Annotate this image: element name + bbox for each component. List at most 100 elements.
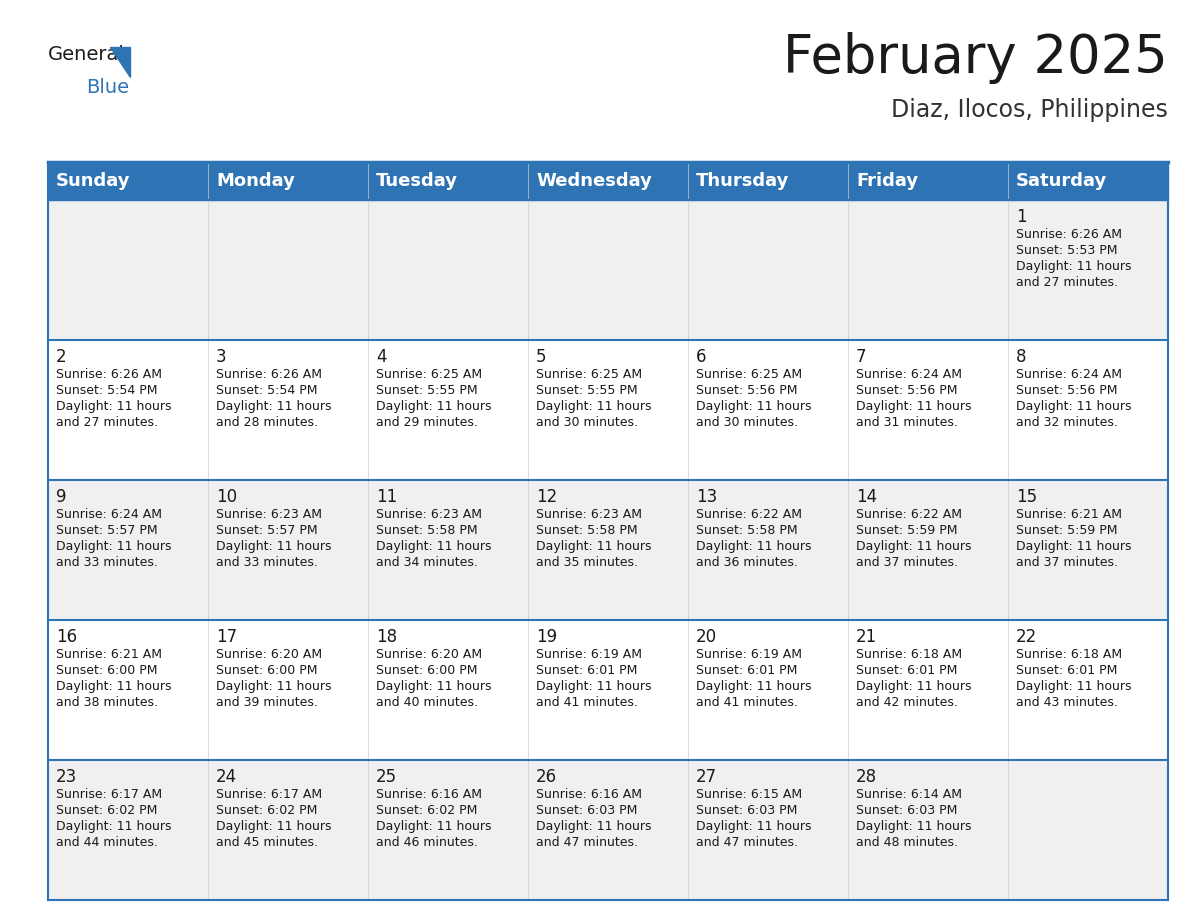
- Text: Daylight: 11 hours: Daylight: 11 hours: [375, 680, 492, 693]
- Text: 19: 19: [536, 628, 557, 646]
- Text: Sunrise: 6:24 AM: Sunrise: 6:24 AM: [56, 508, 162, 521]
- Text: and 33 minutes.: and 33 minutes.: [216, 556, 318, 569]
- Bar: [1007, 162, 1168, 200]
- Text: Daylight: 11 hours: Daylight: 11 hours: [536, 820, 651, 833]
- Text: Blue: Blue: [86, 78, 129, 97]
- Text: Sunrise: 6:18 AM: Sunrise: 6:18 AM: [857, 648, 962, 661]
- Text: and 30 minutes.: and 30 minutes.: [536, 416, 638, 429]
- Text: 13: 13: [696, 488, 718, 506]
- Text: Daylight: 11 hours: Daylight: 11 hours: [375, 540, 492, 553]
- Bar: [368, 620, 527, 760]
- Text: Daylight: 11 hours: Daylight: 11 hours: [375, 400, 492, 413]
- Text: Saturday: Saturday: [1016, 172, 1107, 190]
- Text: 16: 16: [56, 628, 77, 646]
- Text: 23: 23: [56, 768, 77, 786]
- Bar: [848, 760, 1007, 900]
- Text: Daylight: 11 hours: Daylight: 11 hours: [56, 540, 171, 553]
- Text: and 34 minutes.: and 34 minutes.: [375, 556, 478, 569]
- Text: Sunset: 5:58 PM: Sunset: 5:58 PM: [375, 524, 478, 537]
- Text: Daylight: 11 hours: Daylight: 11 hours: [857, 680, 972, 693]
- Text: 15: 15: [1016, 488, 1037, 506]
- Bar: [1007, 200, 1168, 340]
- Text: Sunset: 5:57 PM: Sunset: 5:57 PM: [216, 524, 317, 537]
- Text: Sunrise: 6:23 AM: Sunrise: 6:23 AM: [536, 508, 642, 521]
- Bar: [368, 162, 527, 200]
- Text: Sunset: 5:53 PM: Sunset: 5:53 PM: [1016, 244, 1118, 257]
- Text: Sunrise: 6:26 AM: Sunrise: 6:26 AM: [56, 368, 162, 381]
- Text: and 44 minutes.: and 44 minutes.: [56, 836, 158, 849]
- Text: Sunset: 5:56 PM: Sunset: 5:56 PM: [857, 384, 958, 397]
- Text: and 45 minutes.: and 45 minutes.: [216, 836, 318, 849]
- Text: Sunset: 5:58 PM: Sunset: 5:58 PM: [696, 524, 797, 537]
- Bar: [1007, 340, 1168, 480]
- Text: Sunrise: 6:20 AM: Sunrise: 6:20 AM: [216, 648, 322, 661]
- Text: Sunset: 6:02 PM: Sunset: 6:02 PM: [216, 804, 317, 817]
- Text: 18: 18: [375, 628, 397, 646]
- Bar: [527, 340, 688, 480]
- Text: and 29 minutes.: and 29 minutes.: [375, 416, 478, 429]
- Text: and 36 minutes.: and 36 minutes.: [696, 556, 798, 569]
- Bar: [688, 200, 848, 340]
- Text: Sunset: 6:03 PM: Sunset: 6:03 PM: [857, 804, 958, 817]
- Text: Sunrise: 6:17 AM: Sunrise: 6:17 AM: [216, 788, 322, 801]
- Text: Sunrise: 6:17 AM: Sunrise: 6:17 AM: [56, 788, 162, 801]
- Text: Sunrise: 6:19 AM: Sunrise: 6:19 AM: [696, 648, 802, 661]
- Bar: [1007, 620, 1168, 760]
- Text: and 32 minutes.: and 32 minutes.: [1016, 416, 1118, 429]
- Text: Sunset: 6:00 PM: Sunset: 6:00 PM: [375, 664, 478, 677]
- Text: Daylight: 11 hours: Daylight: 11 hours: [696, 400, 811, 413]
- Text: Sunset: 5:58 PM: Sunset: 5:58 PM: [536, 524, 638, 537]
- Text: and 46 minutes.: and 46 minutes.: [375, 836, 478, 849]
- Bar: [848, 340, 1007, 480]
- Text: Sunset: 5:56 PM: Sunset: 5:56 PM: [696, 384, 797, 397]
- Bar: [527, 620, 688, 760]
- Text: Daylight: 11 hours: Daylight: 11 hours: [375, 820, 492, 833]
- Text: Daylight: 11 hours: Daylight: 11 hours: [696, 540, 811, 553]
- Text: Thursday: Thursday: [696, 172, 789, 190]
- Bar: [688, 620, 848, 760]
- Text: Sunrise: 6:25 AM: Sunrise: 6:25 AM: [696, 368, 802, 381]
- Bar: [848, 620, 1007, 760]
- Text: Sunrise: 6:22 AM: Sunrise: 6:22 AM: [696, 508, 802, 521]
- Text: Sunrise: 6:16 AM: Sunrise: 6:16 AM: [375, 788, 482, 801]
- Text: and 33 minutes.: and 33 minutes.: [56, 556, 158, 569]
- Bar: [208, 620, 368, 760]
- Text: Sunset: 6:01 PM: Sunset: 6:01 PM: [1016, 664, 1118, 677]
- Text: Sunset: 5:54 PM: Sunset: 5:54 PM: [216, 384, 317, 397]
- Text: February 2025: February 2025: [783, 32, 1168, 84]
- Text: 2: 2: [56, 348, 67, 366]
- Text: Sunday: Sunday: [56, 172, 131, 190]
- Bar: [688, 340, 848, 480]
- Bar: [368, 480, 527, 620]
- Bar: [48, 162, 208, 200]
- Text: Daylight: 11 hours: Daylight: 11 hours: [216, 680, 331, 693]
- Text: 24: 24: [216, 768, 238, 786]
- Text: Sunset: 5:54 PM: Sunset: 5:54 PM: [56, 384, 158, 397]
- Text: and 41 minutes.: and 41 minutes.: [536, 696, 638, 709]
- Bar: [848, 200, 1007, 340]
- Text: 27: 27: [696, 768, 718, 786]
- Text: Daylight: 11 hours: Daylight: 11 hours: [536, 680, 651, 693]
- Text: Sunrise: 6:16 AM: Sunrise: 6:16 AM: [536, 788, 642, 801]
- Text: and 43 minutes.: and 43 minutes.: [1016, 696, 1118, 709]
- Bar: [208, 162, 368, 200]
- Text: Wednesday: Wednesday: [536, 172, 652, 190]
- Text: and 31 minutes.: and 31 minutes.: [857, 416, 958, 429]
- Text: Diaz, Ilocos, Philippines: Diaz, Ilocos, Philippines: [891, 98, 1168, 122]
- Text: Daylight: 11 hours: Daylight: 11 hours: [1016, 260, 1131, 273]
- Text: and 39 minutes.: and 39 minutes.: [216, 696, 318, 709]
- Text: 21: 21: [857, 628, 877, 646]
- Text: Daylight: 11 hours: Daylight: 11 hours: [696, 820, 811, 833]
- Text: 28: 28: [857, 768, 877, 786]
- Text: 9: 9: [56, 488, 67, 506]
- Text: Sunset: 5:59 PM: Sunset: 5:59 PM: [1016, 524, 1118, 537]
- Text: Daylight: 11 hours: Daylight: 11 hours: [857, 400, 972, 413]
- Bar: [48, 620, 208, 760]
- Bar: [208, 760, 368, 900]
- Text: Daylight: 11 hours: Daylight: 11 hours: [216, 820, 331, 833]
- Text: Daylight: 11 hours: Daylight: 11 hours: [56, 680, 171, 693]
- Text: Daylight: 11 hours: Daylight: 11 hours: [536, 540, 651, 553]
- Text: and 41 minutes.: and 41 minutes.: [696, 696, 798, 709]
- Bar: [688, 162, 848, 200]
- Text: 6: 6: [696, 348, 707, 366]
